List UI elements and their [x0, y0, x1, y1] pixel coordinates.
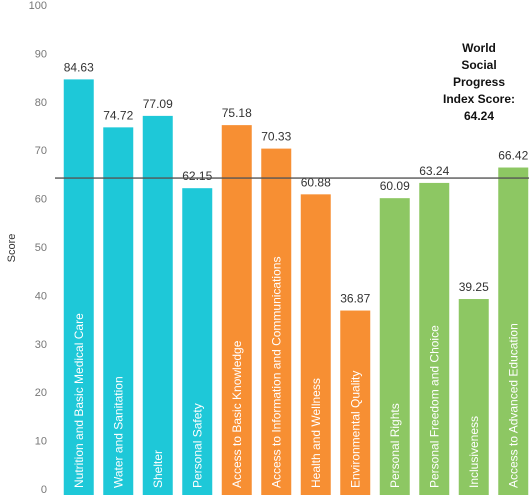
- annotation-line: World: [462, 41, 496, 55]
- category-label: Health and Wellness: [309, 378, 323, 488]
- y-tick-label: 60: [35, 194, 47, 206]
- bar-value-label: 70.33: [261, 130, 291, 144]
- bar-value-label: 36.87: [340, 292, 370, 306]
- bar-value-label: 39.25: [459, 280, 489, 294]
- bar-value-label: 60.09: [380, 179, 410, 193]
- y-tick-label: 80: [35, 97, 47, 109]
- category-label: Nutrition and Basic Medical Care: [72, 313, 86, 488]
- bar[interactable]: [498, 167, 529, 495]
- y-axis-label: Score: [6, 234, 18, 263]
- y-tick-label: 100: [29, 0, 47, 12]
- bar[interactable]: [221, 125, 252, 495]
- bar[interactable]: [419, 182, 450, 495]
- bar-value-label: 66.42: [498, 149, 528, 163]
- annotation-line: 64.24: [464, 109, 494, 123]
- bar-value-label: 62.15: [182, 169, 212, 183]
- y-tick-label: 30: [35, 339, 47, 351]
- bar-value-label: 63.24: [419, 164, 449, 178]
- category-label: Personal Safety: [190, 403, 204, 488]
- category-label: Personal Freedom and Choice: [427, 325, 441, 488]
- annotation-line: Social: [461, 58, 496, 72]
- category-label: Access to Information and Communications: [269, 257, 283, 488]
- bar-value-label: 75.18: [222, 106, 252, 120]
- y-axis: 0 10 20 30 40 50 60 70 80 90 100: [29, 0, 47, 495]
- category-label: Environmental Quality: [348, 371, 362, 488]
- y-tick-label: 20: [35, 387, 47, 399]
- category-label: Personal Rights: [388, 403, 402, 488]
- bar[interactable]: [300, 194, 331, 495]
- y-tick-label: 50: [35, 242, 47, 254]
- category-label: Access to Advanced Education: [506, 323, 520, 488]
- bar-value-label: 74.72: [103, 108, 133, 122]
- y-tick-label: 0: [41, 484, 47, 495]
- y-tick-label: 10: [35, 436, 47, 448]
- bar[interactable]: [379, 198, 410, 495]
- bar[interactable]: [63, 79, 94, 495]
- annotation-line: Progress: [453, 75, 505, 89]
- annotation-line: Index Score:: [443, 92, 515, 106]
- y-tick-label: 70: [35, 145, 47, 157]
- bar[interactable]: [103, 127, 134, 495]
- bar-value-label: 77.09: [143, 97, 173, 111]
- bar-value-label: 84.63: [64, 60, 94, 74]
- reference-annotation: World Social Progress Index Score: 64.24: [443, 41, 515, 123]
- bars-group: 84.63 Nutrition and Basic Medical Care 74.…: [64, 60, 529, 495]
- category-label: Access to Basic Knowledge: [230, 340, 244, 488]
- y-tick-label: 90: [35, 48, 47, 60]
- y-tick-label: 40: [35, 290, 47, 302]
- category-label: Inclusiveness: [467, 416, 481, 488]
- bar-value-label: 60.88: [301, 175, 331, 189]
- bar[interactable]: [340, 310, 371, 495]
- category-label: Shelter: [151, 450, 165, 488]
- bar[interactable]: [142, 115, 173, 495]
- bar[interactable]: [458, 299, 489, 495]
- category-label: Water and Sanitation: [111, 376, 125, 488]
- bar[interactable]: [261, 148, 292, 495]
- bar[interactable]: [182, 188, 213, 495]
